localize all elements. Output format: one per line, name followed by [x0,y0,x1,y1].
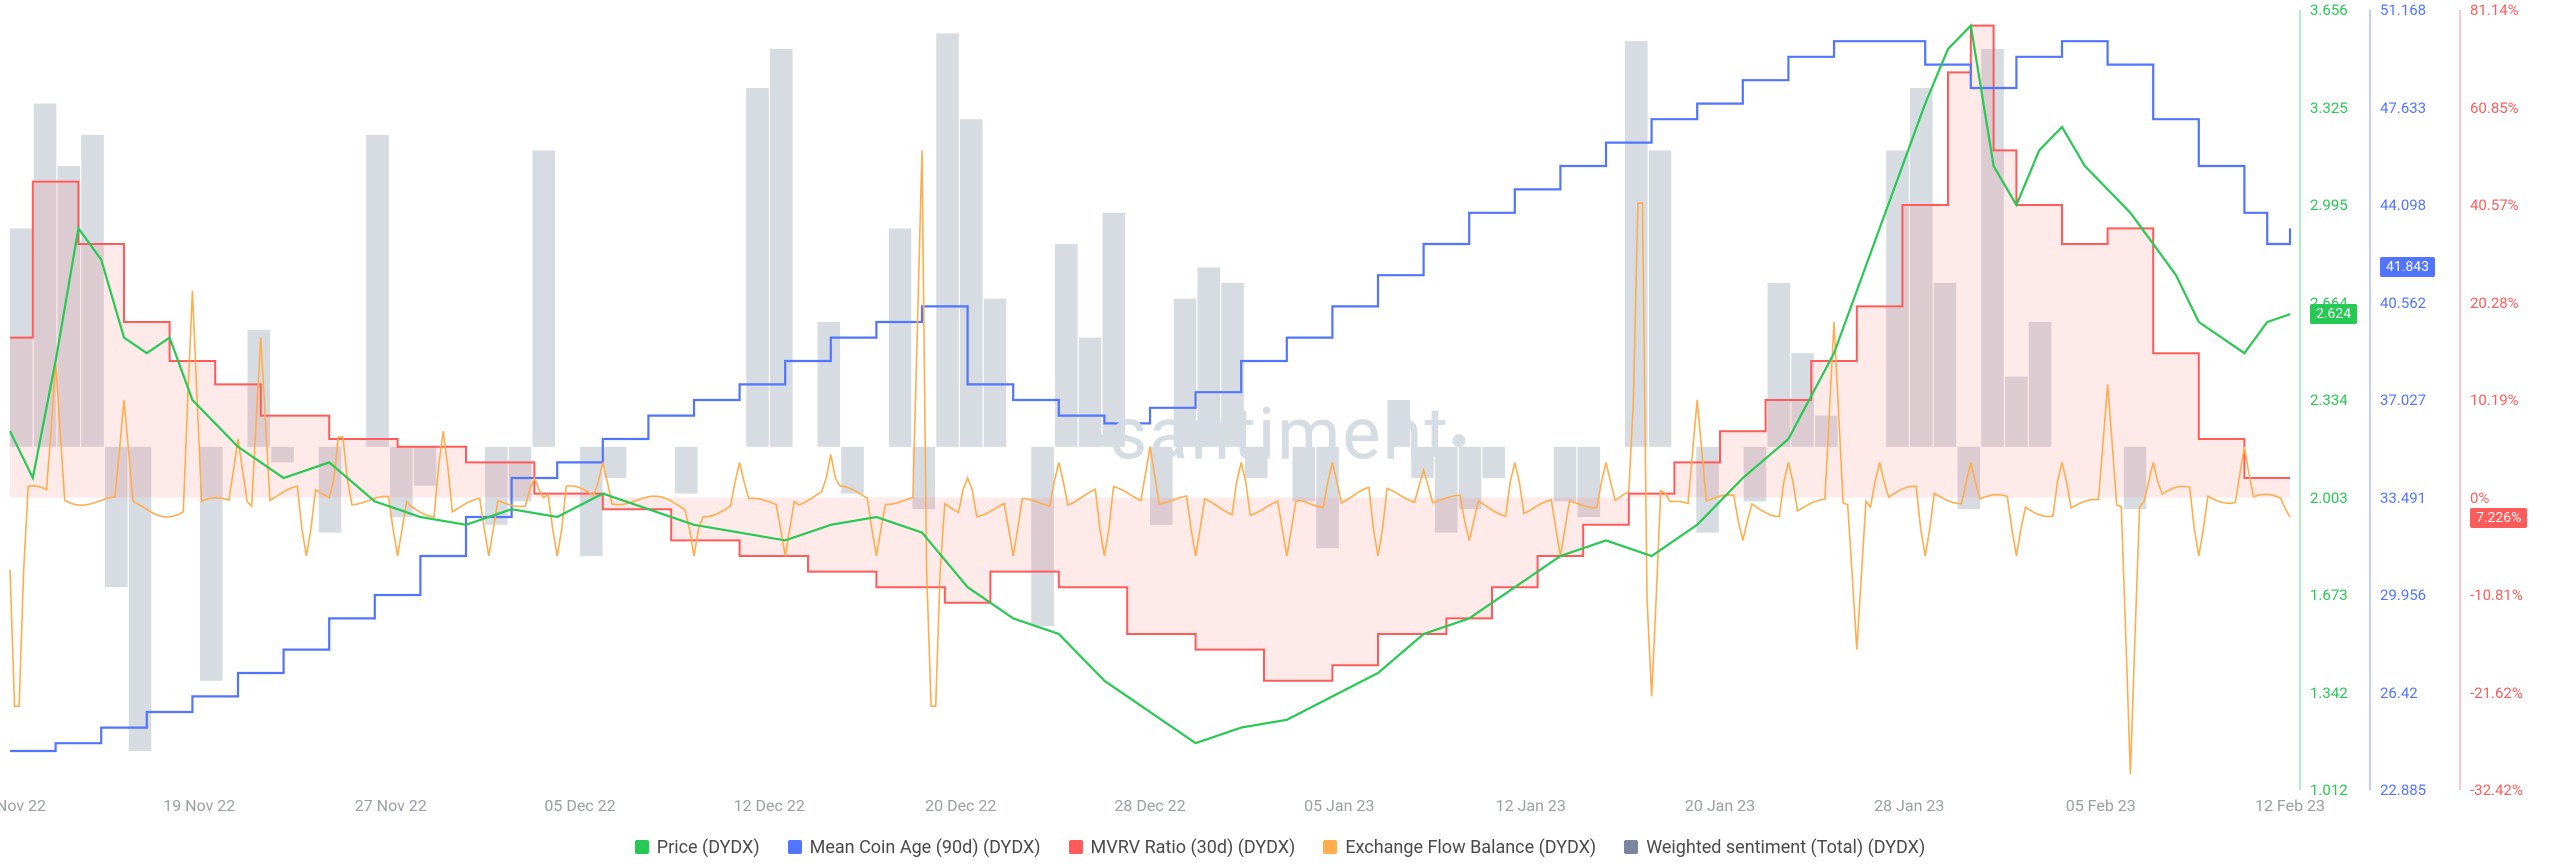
y-axis-label-mca: 29.956 [2380,586,2426,604]
y-axis-label-price: 2.003 [2310,489,2348,507]
y-axis-label-mvrv: 40.57% [2470,196,2519,214]
current-value-badge-mvrv: 7.226% [2470,508,2527,528]
y-axis-label-price: 1.342 [2310,684,2348,702]
legend-item[interactable]: MVRV Ratio (30d) (DYDX) [1069,837,1296,858]
x-axis-label: 28 Dec 22 [1114,796,1185,815]
y-axis-label-price: 1.673 [2310,586,2348,604]
legend-swatch [1323,840,1337,854]
y-axis-label-mca: 22.885 [2380,781,2426,799]
chart-legend: Price (DYDX) Mean Coin Age (90d) (DYDX) MV… [0,837,2560,860]
legend-swatch [1069,840,1083,854]
legend-item[interactable]: Weighted sentiment (Total) (DYDX) [1624,837,1925,858]
y-axis-label-mvrv: 20.28% [2470,294,2519,312]
y-axis-label-price: 1.012 [2310,781,2348,799]
y-axis-label-mvrv: -32.42% [2470,781,2523,799]
y-axis-label-mca: 40.562 [2380,294,2426,312]
y-axis-label-mca: 37.027 [2380,391,2426,409]
legend-label: Price (DYDX) [657,837,760,858]
y-axis-label-mca: 44.098 [2380,196,2426,214]
legend-label: Exchange Flow Balance (DYDX) [1345,837,1596,858]
legend-item[interactable]: Exchange Flow Balance (DYDX) [1323,837,1596,858]
y-axis-label-mvrv: -21.62% [2470,684,2523,702]
current-value-badge-price: 2.624 [2310,304,2357,324]
y-axis-label-price: 2.334 [2310,391,2348,409]
y-axis-label-mvrv: 10.19% [2470,391,2519,409]
y-axis-label-mvrv: 81.14% [2470,1,2519,19]
x-axis-label: 27 Nov 22 [355,796,427,815]
x-axis-label: 12 Jan 23 [1496,796,1566,815]
legend-label: MVRV Ratio (30d) (DYDX) [1091,837,1296,858]
x-axis-label: 19 Nov 22 [163,796,235,815]
y-axis-label-mca: 47.633 [2380,99,2426,117]
chart-container: ●santiment● 11 Nov 2219 Nov 2227 Nov 220… [0,0,2560,867]
x-axis-label: 05 Feb 23 [2066,796,2136,815]
x-axis-label: 05 Dec 22 [544,796,615,815]
y-axis-label-price: 2.995 [2310,196,2348,214]
y-axis-label-price: 3.656 [2310,1,2348,19]
x-axis-label: 05 Jan 23 [1304,796,1374,815]
x-axis-label: 11 Nov 22 [0,796,46,815]
y-axis-label-mvrv: -10.81% [2470,586,2523,604]
y-axis-label-mca: 33.491 [2380,489,2426,507]
legend-item[interactable]: Mean Coin Age (90d) (DYDX) [788,837,1041,858]
legend-label: Mean Coin Age (90d) (DYDX) [810,837,1041,858]
legend-label: Weighted sentiment (Total) (DYDX) [1646,837,1925,858]
x-axis-label: 20 Jan 23 [1685,796,1755,815]
x-axis-label: 20 Dec 22 [925,796,996,815]
legend-swatch [788,840,802,854]
x-axis-label: 12 Dec 22 [734,796,805,815]
y-axis-label-mvrv: 60.85% [2470,99,2519,117]
chart-svg [0,0,2560,867]
y-axis-label-mca: 51.168 [2380,1,2426,19]
x-axis-label: 28 Jan 23 [1874,796,1944,815]
current-value-badge-mca: 41.843 [2380,257,2435,277]
y-axis-label-price: 3.325 [2310,99,2348,117]
legend-swatch [635,840,649,854]
y-axis-label-mca: 26.42 [2380,684,2418,702]
legend-swatch [1624,840,1638,854]
y-axis-label-mvrv: 0% [2470,489,2489,507]
legend-item[interactable]: Price (DYDX) [635,837,760,858]
